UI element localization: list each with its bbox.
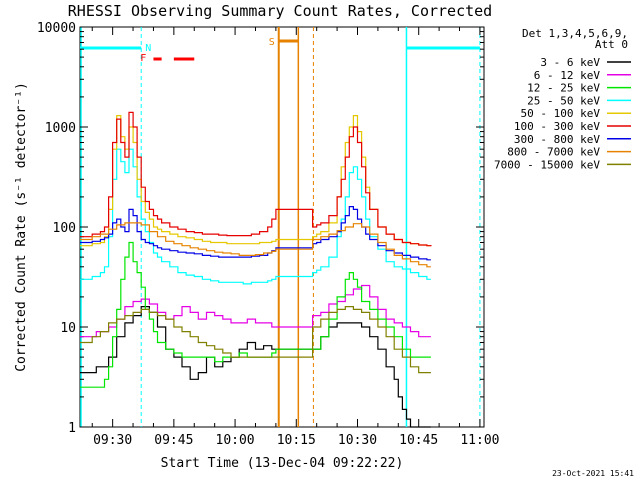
annotation-s: S <box>269 37 275 48</box>
y-tick-label: 10 <box>60 321 76 336</box>
x-tick-label: 09:45 <box>154 433 193 448</box>
series-line-5 <box>80 111 432 247</box>
legend-item-label: 300 - 800 keV <box>514 133 600 146</box>
legend-item-label: 6 - 12 keV <box>534 69 601 82</box>
legend-item-label: 25 - 50 keV <box>527 94 600 107</box>
series-line-3 <box>80 148 431 285</box>
series-line-2 <box>80 241 431 388</box>
legend-item-label: 100 - 300 keV <box>514 120 600 133</box>
y-tick-label: 1000 <box>45 121 76 136</box>
y-tick-label: 1 <box>68 421 76 436</box>
x-tick-label: 10:15 <box>277 433 316 448</box>
legend-item-label: 7000 - 15000 keV <box>494 158 600 171</box>
legend-item-label: 50 - 100 keV <box>521 107 601 120</box>
x-axis: 09:30 09:45 10:00 10:15 10:30 10:45 11:00 <box>91 27 499 448</box>
observing-state-bars <box>80 27 481 427</box>
plot-area <box>79 26 485 428</box>
legend-item-label: 3 - 6 keV <box>540 56 600 69</box>
series-line-7 <box>80 222 431 268</box>
annotation-n: N <box>145 43 151 54</box>
y-axis-label: Corrected Count Rate (s⁻¹ detector⁻¹) <box>14 82 29 372</box>
x-tick-label: 10:30 <box>338 433 377 448</box>
y-tick-label: 10000 <box>37 21 76 36</box>
x-tick-label: 10:45 <box>399 433 438 448</box>
x-axis-label: Start Time (13-Dec-04 09:22:22) <box>161 456 404 471</box>
timestamp: 23-Oct-2021 15:41 <box>552 469 634 478</box>
legend-item-label: 12 - 25 keV <box>527 82 600 95</box>
x-tick-label: 10:00 <box>216 433 255 448</box>
series-line-6 <box>80 206 431 261</box>
annotation-f: F <box>140 53 146 64</box>
x-tick-label: 11:00 <box>460 433 499 448</box>
legend-header: Det 1,3,4,5,6,9, <box>522 27 628 40</box>
chart-title: RHESSI Observing Summary Count Rates, Co… <box>68 2 492 20</box>
y-tick-label: 100 <box>53 221 76 236</box>
annotation-layer: NF S <box>140 37 275 64</box>
x-tick-label: 09:30 <box>93 433 132 448</box>
legend-item-label: 800 - 7000 keV <box>507 146 600 159</box>
series-line-8 <box>80 306 431 374</box>
legend-header: Att 0 <box>595 38 628 51</box>
series-layer <box>80 111 432 428</box>
series-line-4 <box>80 115 431 247</box>
series-line-1 <box>80 284 431 338</box>
